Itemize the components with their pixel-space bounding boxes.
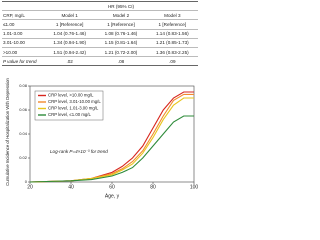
table-cell: 1 [Reference] <box>44 19 96 30</box>
header-row: CRP, mg/L Model 1 Model 2 Model 3 <box>2 10 198 20</box>
x-tick-label: 100 <box>190 184 199 190</box>
table-cell: 1.34 (0.94-1.90) <box>44 37 96 48</box>
x-tick-label: 20 <box>27 184 33 190</box>
series-line <box>29 115 194 183</box>
table-cell: P value for trend <box>2 56 44 67</box>
table-cell: 1.21 (0.85-1.73) <box>146 37 198 48</box>
table-cell: .02 <box>44 56 96 67</box>
y-tick-label: 0.06 <box>19 107 28 112</box>
column-header: Model 1 <box>44 10 96 20</box>
hr-table: HR (95% CI) CRP, mg/L Model 1 Model 2 Model … <box>2 0 198 67</box>
header-row: HR (95% CI) <box>2 0 198 11</box>
table-row: P value for trend .02.08.09 <box>2 56 198 67</box>
legend-label: CRP level, >10.00 mg/L <box>48 93 94 98</box>
table-cell: ≤1.00 <box>2 19 44 30</box>
column-header: Model 2 <box>95 10 147 20</box>
table-row: ≤1.00 1 [Reference] 1 [Reference] 1 [Refere… <box>2 19 198 30</box>
table-cell: 1 [Reference] <box>146 19 198 30</box>
empty-cell <box>2 0 44 11</box>
column-header: CRP, mg/L <box>2 10 44 20</box>
series-line <box>29 97 194 183</box>
legend-box <box>34 90 104 121</box>
table-cell: 1.15 (0.81-1.64) <box>95 37 147 48</box>
y-tick-label: 0.08 <box>19 83 28 88</box>
table-cell: 1 [Reference] <box>95 19 147 30</box>
legend-label: CRP level, 3.01-10.00 mg/L <box>48 99 101 104</box>
y-axis-label: Cumulative Incidence of Hospitalization … <box>5 78 10 186</box>
x-axis-label: Age, y <box>105 193 120 199</box>
figure: HR (95% CI) CRP, mg/L Model 1 Model 2 Model … <box>2 0 199 200</box>
table-row: 1.01-3.00 1.04 (0.76-1.46) 1.08 (0.76-1.46… <box>2 28 198 39</box>
x-tick-label: 40 <box>68 184 74 190</box>
legend-label: CRP level, 1.01-3.00 mg/L <box>48 106 99 111</box>
table-cell: 1.08 (0.76-1.46) <box>95 28 147 39</box>
y-tick-label: 0.04 <box>19 131 28 136</box>
table-row: 3.01-10.00 1.34 (0.94-1.90) 1.15 (0.81-1.6… <box>2 37 198 48</box>
legend-label: CRP level, ≤1.00 mg/L <box>48 112 91 117</box>
table-cell: 3.01-10.00 <box>2 37 44 48</box>
table-cell: 1.04 (0.76-1.46) <box>44 28 96 39</box>
y-tick-label: 0.02 <box>19 155 28 160</box>
x-tick-label: 80 <box>150 184 156 190</box>
y-tick-label: 0 <box>25 179 28 184</box>
table-cell: 1.21 (0.72-2.00) <box>95 46 147 57</box>
table-cell: >10.00 <box>2 46 44 57</box>
table-cell: 1.51 (0.94-2.42) <box>44 46 96 57</box>
table-cell: 1.36 (0.83-2.25) <box>146 46 198 57</box>
chart: Cumulative Incidence of Hospitalization … <box>5 78 199 200</box>
x-tick-label: 60 <box>109 184 115 190</box>
table-cell: .09 <box>146 56 198 67</box>
annotation: Log-rank P=4×10⁻³ for trend <box>50 149 108 154</box>
column-header: Model 3 <box>146 10 198 20</box>
group-header: HR (95% CI) <box>44 0 198 11</box>
table-cell: .08 <box>95 56 147 67</box>
table-cell: 1.01-3.00 <box>2 28 44 39</box>
table-cell: 1.14 (0.83-1.56) <box>146 28 198 39</box>
table-row: >10.00 1.51 (0.94-2.42) 1.21 (0.72-2.00) 1.… <box>2 46 198 57</box>
table-body: HR (95% CI) CRP, mg/L Model 1 Model 2 Model … <box>2 0 198 67</box>
